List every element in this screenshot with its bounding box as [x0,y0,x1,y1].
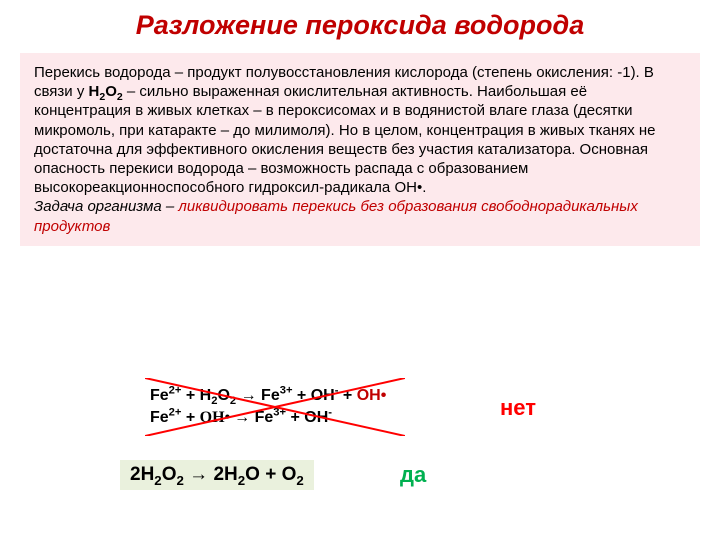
slide: { "title": { "text": "Разложение перокси… [0,0,720,540]
reaction-block: Fe2+ + H2O2 → Fe3+ + OH- + OH• Fe2+ + ОН… [150,385,386,428]
h2o2-h: Н [89,83,100,100]
h2o2-o: О [105,83,117,100]
task-prefix: Задача организма – [34,198,178,215]
description-text: Перекись водорода – продукт полувосстано… [34,64,656,196]
no-label: нет [500,395,536,421]
reaction-line-1: Fe2+ + H2O2 → Fe3+ + OH- + OH• [150,385,386,407]
yes-label: да [400,462,426,488]
oh-radical-1: OH• [357,387,387,404]
correct-reaction-box: 2H2O2 → 2H2O + O2 [120,460,314,490]
description-box: Перекись водорода – продукт полувосстано… [20,53,700,246]
oh-radical-2: ОН• [200,409,235,426]
task-line: Задача организма – ликвидировать перекис… [34,197,686,235]
p1b: – сильно выраженная окислительная активн… [34,83,656,196]
reaction-line-2: Fe2+ + ОН• → Fe3+ + OH- [150,407,386,429]
slide-title: Разложение пероксида водорода [0,0,720,49]
